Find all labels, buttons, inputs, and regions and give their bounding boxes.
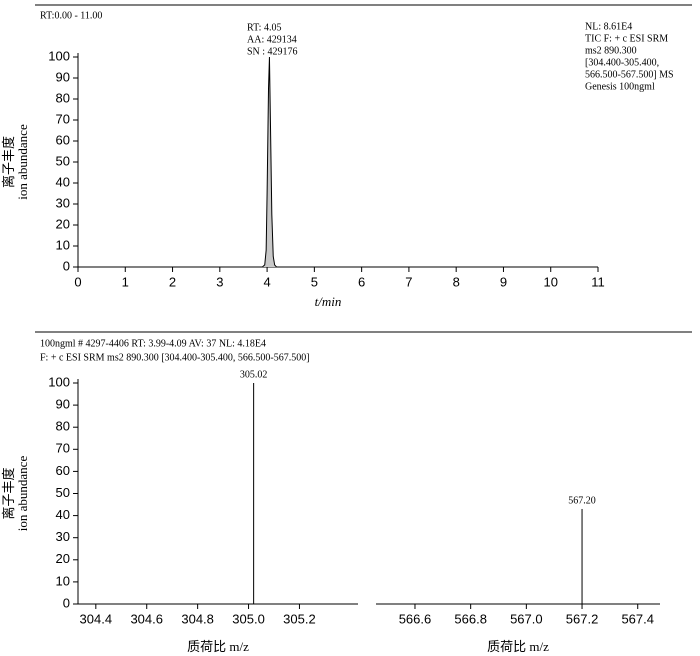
info-text: 566.500-567.500] MS xyxy=(585,69,674,80)
y-tick-label: 10 xyxy=(56,573,70,588)
x-tick-label: 3 xyxy=(216,274,223,289)
x-tick-label: 1 xyxy=(122,274,129,289)
info-text: ms2 890.300 xyxy=(585,45,637,56)
header: F: + c ESI SRM ms2 890.300 [304.400-305.… xyxy=(40,352,310,363)
y-tick-label: 40 xyxy=(56,174,70,189)
y-tick-label: 20 xyxy=(56,551,70,566)
y-tick-label: 60 xyxy=(56,132,70,147)
x-tick-label: 566.6 xyxy=(399,611,432,626)
y-tick-label: 0 xyxy=(63,595,70,610)
y-tick-label: 80 xyxy=(56,419,70,434)
y-tick-label: 70 xyxy=(56,111,70,126)
x-tick-label: 4 xyxy=(263,274,270,289)
peak-annotation: RT: 4.05 xyxy=(247,22,281,33)
y-tick-label: 50 xyxy=(56,485,70,500)
x-tick-label: 304.6 xyxy=(130,611,163,626)
y-tick-label: 20 xyxy=(56,216,70,231)
y-tick-label: 90 xyxy=(56,397,70,412)
x-tick-label: 567.0 xyxy=(510,611,543,626)
y-axis-title: ion abundance xyxy=(15,456,30,532)
y-tick-label: 0 xyxy=(63,258,70,273)
info-text: TIC F: + c ESI SRM xyxy=(585,33,668,44)
y-tick-label: 100 xyxy=(48,374,70,389)
x-tick-label: 5 xyxy=(311,274,318,289)
y-tick-label: 90 xyxy=(56,69,70,84)
y-tick-label: 30 xyxy=(56,195,70,210)
y-axis-title: ion abundance xyxy=(15,124,30,200)
y-tick-label: 30 xyxy=(56,529,70,544)
peak-area xyxy=(262,56,277,268)
peak-annotation: SN : 429176 xyxy=(247,46,298,57)
x-tick-label: 0 xyxy=(74,274,81,289)
x-tick-label: 11 xyxy=(591,274,605,289)
x-tick-label: 10 xyxy=(543,274,557,289)
x-tick-label: 2 xyxy=(169,274,176,289)
x-tick-label: 304.4 xyxy=(80,611,113,626)
x-axis-title: 质荷比 m/z xyxy=(487,639,549,654)
x-tick-label: 6 xyxy=(358,274,365,289)
y-axis-title: 离子丰度 xyxy=(1,136,16,188)
info-text: NL: 8.61E4 xyxy=(585,21,632,32)
header: RT:0.00 - 11.00 xyxy=(40,10,102,21)
x-tick-label: 7 xyxy=(405,274,412,289)
peak-label: 567.20 xyxy=(568,495,596,506)
peak-annotation: AA: 429134 xyxy=(247,34,297,45)
x-tick-label: 8 xyxy=(453,274,460,289)
x-tick-label: 9 xyxy=(500,274,507,289)
y-tick-label: 60 xyxy=(56,463,70,478)
x-axis-title: t/min xyxy=(315,294,342,309)
x-tick-label: 305.2 xyxy=(283,611,316,626)
peak-label: 305.02 xyxy=(240,369,268,380)
y-tick-label: 100 xyxy=(48,48,70,63)
x-axis-title: 质荷比 m/z xyxy=(187,639,249,654)
x-tick-label: 304.8 xyxy=(181,611,214,626)
header: 100ngml # 4297-4406 RT: 3.99-4.09 AV: 37… xyxy=(40,338,266,349)
info-text: [304.400-305.400, xyxy=(585,57,659,68)
y-tick-label: 80 xyxy=(56,90,70,105)
y-tick-label: 50 xyxy=(56,153,70,168)
x-tick-label: 305.0 xyxy=(232,611,265,626)
info-text: Genesis 100ngml xyxy=(585,81,655,92)
x-tick-label: 566.8 xyxy=(454,611,487,626)
y-tick-label: 70 xyxy=(56,441,70,456)
y-tick-label: 40 xyxy=(56,507,70,522)
y-tick-label: 10 xyxy=(56,237,70,252)
y-axis-title: 离子丰度 xyxy=(1,467,16,519)
x-tick-label: 567.2 xyxy=(566,611,599,626)
x-tick-label: 567.4 xyxy=(621,611,654,626)
